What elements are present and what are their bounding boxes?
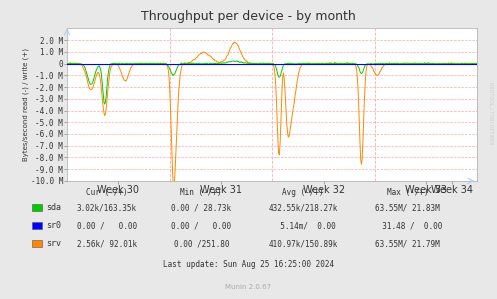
Text: 432.55k/218.27k: 432.55k/218.27k [268, 203, 338, 212]
Text: Max (-/+): Max (-/+) [387, 188, 428, 197]
Text: 0.00 /   0.00: 0.00 / 0.00 [171, 221, 231, 230]
Text: Min (-/+): Min (-/+) [180, 188, 222, 197]
Text: 410.97k/150.89k: 410.97k/150.89k [268, 239, 338, 248]
Text: 3.02k/163.35k: 3.02k/163.35k [77, 203, 137, 212]
Y-axis label: Bytes/second read (-) / write (+): Bytes/second read (-) / write (+) [23, 48, 29, 161]
Text: sr0: sr0 [46, 221, 61, 230]
Text: Avg (-/+): Avg (-/+) [282, 188, 324, 197]
Text: RRDTOOL / TOBI OETIKER: RRDTOOL / TOBI OETIKER [489, 82, 494, 145]
Text: 2.56k/ 92.01k: 2.56k/ 92.01k [77, 239, 137, 248]
Text: 5.14m/  0.00: 5.14m/ 0.00 [271, 221, 335, 230]
Text: srv: srv [46, 239, 61, 248]
Text: Last update: Sun Aug 25 16:25:00 2024: Last update: Sun Aug 25 16:25:00 2024 [163, 260, 334, 269]
Text: Cur (-/+): Cur (-/+) [86, 188, 128, 197]
Text: 0.00 /   0.00: 0.00 / 0.00 [77, 221, 137, 230]
Text: Munin 2.0.67: Munin 2.0.67 [226, 284, 271, 290]
Text: Throughput per device - by month: Throughput per device - by month [141, 10, 356, 23]
Text: 0.00 / 28.73k: 0.00 / 28.73k [171, 203, 231, 212]
Text: sda: sda [46, 203, 61, 212]
Text: 63.55M/ 21.79M: 63.55M/ 21.79M [375, 239, 440, 248]
Text: 31.48 /  0.00: 31.48 / 0.00 [373, 221, 442, 230]
Text: 0.00 /251.80: 0.00 /251.80 [173, 239, 229, 248]
Text: 63.55M/ 21.83M: 63.55M/ 21.83M [375, 203, 440, 212]
